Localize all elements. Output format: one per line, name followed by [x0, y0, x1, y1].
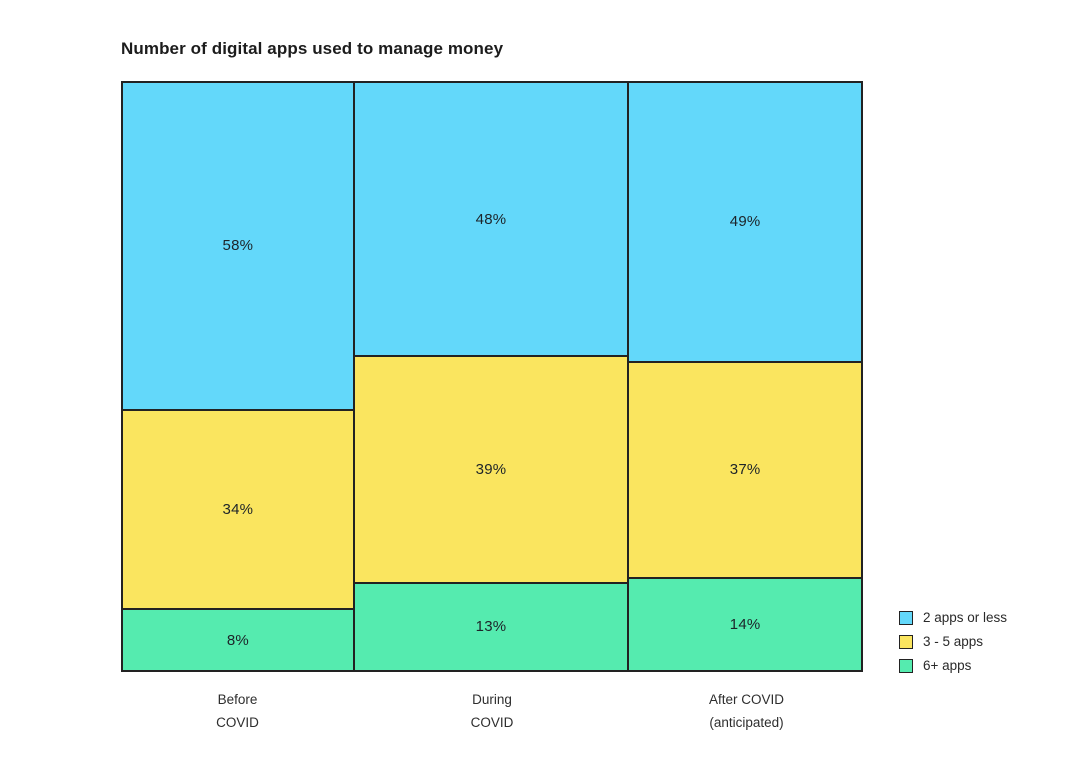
x-axis-label-after-covid-anticipated: After COVID (anticipated): [630, 688, 863, 734]
bar-segment-3-5-apps-after-covid-anticipated: 37%: [629, 362, 861, 579]
bar-column-during-covid: 48% 39% 13%: [354, 83, 630, 670]
bar-segment-6-apps-before-covid: 8%: [123, 610, 353, 670]
x-axis-label-line: During: [472, 692, 512, 707]
segment-value-label: 13%: [475, 618, 507, 636]
chart-title: Number of digital apps used to manage mo…: [121, 39, 504, 58]
legend-item-3-5-apps: 3 - 5 apps: [899, 634, 1007, 649]
x-axis-label-line: After COVID: [708, 692, 784, 707]
segment-value-label: 14%: [729, 615, 761, 633]
x-axis: Before COVID During COVID After COVID (antici…: [121, 688, 863, 734]
legend-item-2-apps-or-less: 2 apps or less: [899, 610, 1007, 625]
segment-value-label: 34%: [222, 501, 254, 518]
segment-value-label: 49%: [729, 213, 761, 231]
bar-segment-6-apps-during-covid: 13%: [354, 583, 628, 670]
segment-value-label: 37%: [729, 461, 761, 479]
bar-segment-2-apps-or-less-during-covid: 48%: [354, 83, 628, 358]
segment-value-label: 8%: [226, 631, 249, 649]
bar-column-after-covid-anticipated: 49% 37% 14%: [629, 83, 861, 671]
bar-column-before-covid: 58% 34% 8%: [123, 83, 355, 670]
segment-value-label: 39%: [475, 461, 507, 479]
legend-label: 2 apps or less: [923, 610, 1008, 625]
x-axis-label-during-covid: During COVID: [354, 688, 630, 734]
bar-segment-3-5-apps-during-covid: 39%: [354, 357, 628, 584]
bar-segment-3-5-apps-before-covid: 34%: [123, 410, 353, 611]
x-axis-label-line: COVID: [216, 715, 259, 730]
legend-label: 3 - 5 apps: [923, 634, 984, 649]
legend-swatch-icon: [899, 610, 913, 625]
x-axis-label-line: Before: [217, 692, 258, 707]
stacked-bar-chart: 58% 34% 8% 48% 39% 13% 49% 37% 14%: [121, 81, 863, 672]
legend-swatch-icon: [899, 634, 913, 649]
legend: 2 apps or less 3 - 5 apps 6+ apps: [899, 610, 1007, 673]
bar-segment-2-apps-or-less-before-covid: 58%: [123, 83, 353, 411]
bar-segment-2-apps-or-less-after-covid-anticipated: 49%: [629, 83, 861, 363]
legend-swatch-icon: [899, 658, 913, 673]
segment-value-label: 58%: [222, 237, 254, 255]
x-axis-label-line: (anticipated): [709, 715, 784, 730]
legend-item-6-apps: 6+ apps: [899, 658, 1007, 673]
segment-value-label: 48%: [475, 210, 507, 228]
legend-label: 6+ apps: [923, 658, 972, 673]
bar-segment-6-apps-after-covid-anticipated: 14%: [629, 578, 861, 671]
x-axis-label-line: COVID: [470, 715, 514, 730]
x-axis-label-before-covid: Before COVID: [121, 688, 354, 734]
